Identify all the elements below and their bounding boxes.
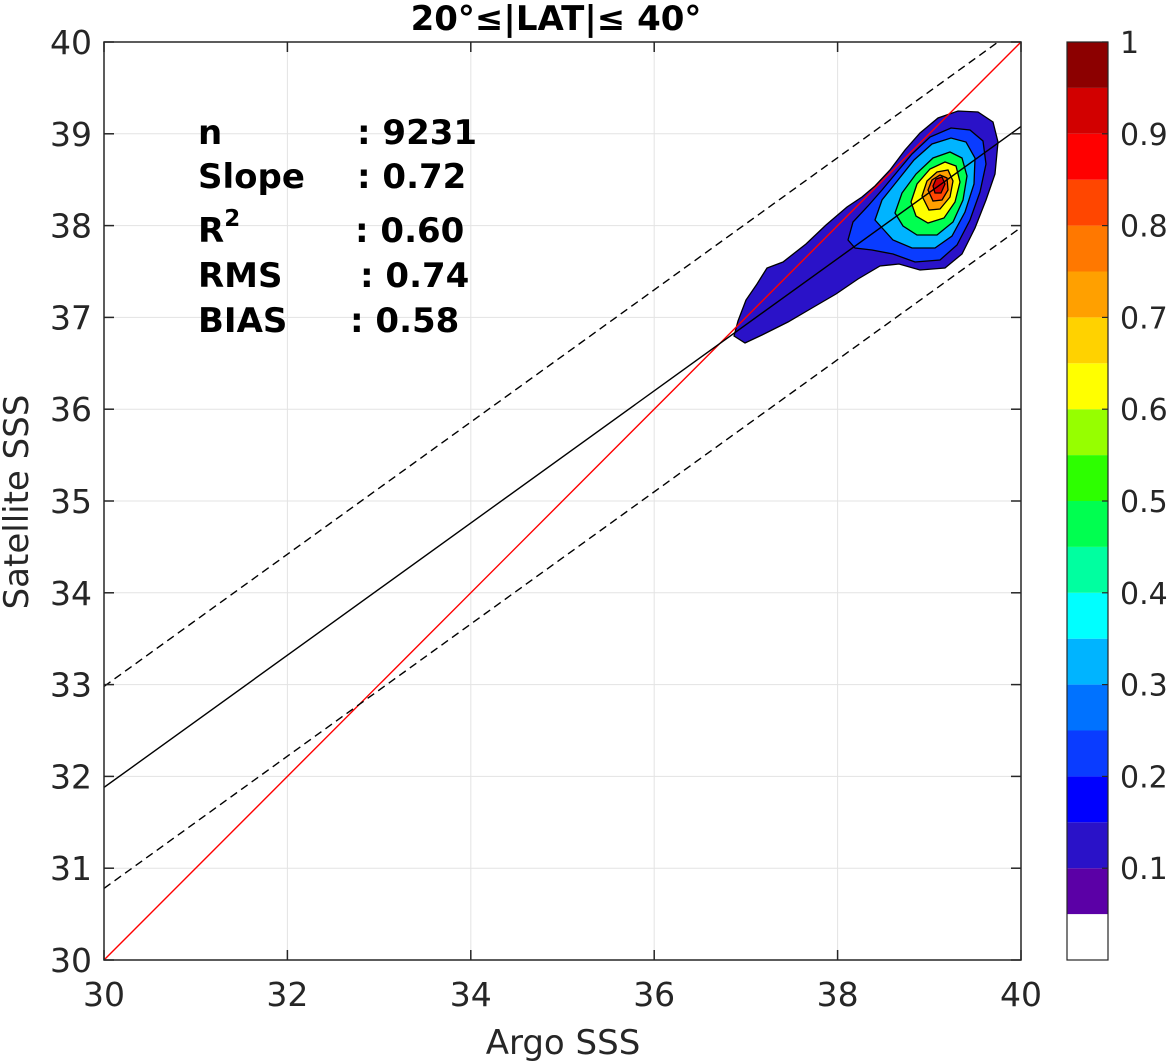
line-upper-bound — [104, 42, 1000, 688]
colorbar-band — [1067, 87, 1108, 134]
colorbar-band — [1067, 179, 1108, 226]
colorbar-band — [1067, 592, 1108, 639]
colorbar-band — [1067, 638, 1108, 685]
y-tick-label: 40 — [50, 23, 92, 62]
y-tick-label: 30 — [50, 941, 92, 980]
colorbar-band — [1067, 501, 1108, 547]
chart-title: 20°≤|LAT|≤ 40° — [411, 0, 702, 39]
colorbar-band — [1067, 42, 1108, 88]
line-lower-bound — [104, 226, 1021, 889]
colorbar-tick-label: 0.9 — [1120, 118, 1168, 153]
x-tick-label: 40 — [1000, 975, 1042, 1014]
colorbar-tick-label: 0.5 — [1120, 485, 1168, 520]
stat-bias-label: BIAS — [198, 301, 287, 341]
stat-rms-label: RMS — [198, 256, 283, 296]
colorbar-band — [1067, 317, 1108, 364]
colorbar-band — [1067, 409, 1108, 456]
line-identity — [104, 42, 1021, 960]
colorbar-band — [1067, 225, 1108, 272]
y-axis-label: Satellite SSS — [0, 395, 37, 610]
x-tick-label: 34 — [450, 975, 492, 1014]
y-tick-label: 33 — [50, 666, 92, 705]
colorbar-band — [1067, 914, 1108, 960]
contour-fill — [733, 110, 999, 344]
x-axis-label: Argo SSS — [486, 1023, 641, 1062]
colorbar-tick-label: 0.1 — [1120, 852, 1168, 887]
y-tick-label: 39 — [50, 115, 92, 154]
colorbar-band — [1067, 455, 1108, 501]
x-tick-label: 30 — [83, 975, 125, 1014]
colorbar-tick-label: 0.6 — [1120, 393, 1168, 428]
colorbar-band — [1067, 271, 1108, 318]
y-tick-label: 34 — [50, 574, 92, 613]
stats-box: n : 9231 Slope : 0.72 R2 : 0.60 RMS : 0.… — [198, 113, 477, 341]
y-tick-label: 31 — [50, 849, 92, 888]
y-tick-label: 38 — [50, 207, 92, 246]
stat-slope-value: : 0.72 — [357, 157, 466, 197]
stat-n-value: : 9231 — [357, 113, 477, 153]
stat-slope-label: Slope — [198, 157, 305, 197]
stat-bias-value: : 0.58 — [350, 301, 459, 341]
y-tick-label: 32 — [50, 757, 92, 796]
line-regression — [104, 125, 1021, 788]
stat-r2-superscript: 2 — [224, 206, 240, 232]
stat-r2-value: : 0.60 — [355, 211, 464, 251]
y-tick-label: 37 — [50, 298, 92, 337]
y-axis: 30 31 32 33 34 35 36 37 38 39 40 — [50, 23, 1021, 980]
colorbar-band — [1067, 822, 1108, 869]
colorbar-band — [1067, 546, 1108, 593]
x-tick-label: 32 — [266, 975, 308, 1014]
colorbar-band — [1067, 868, 1108, 915]
colorbar-band — [1067, 684, 1108, 731]
colorbar-tick-label: 0.3 — [1120, 669, 1168, 704]
colorbar: 0.1 0.2 0.3 0.4 0.5 0.6 0.7 0.8 0.9 1 — [1066, 26, 1168, 961]
reference-lines — [104, 42, 1021, 960]
colorbar-band — [1067, 363, 1108, 410]
colorbar-band — [1067, 776, 1108, 823]
colorbar-tick-label: 1 — [1120, 26, 1139, 61]
colorbar-band — [1067, 730, 1108, 777]
colorbar-tick-label: 0.7 — [1120, 301, 1168, 336]
stat-r2-letter: R — [198, 211, 224, 251]
colorbar-band — [1067, 133, 1108, 180]
colorbar-tick-label: 0.2 — [1120, 760, 1168, 795]
x-tick-label: 38 — [817, 975, 859, 1014]
x-tick-label: 36 — [633, 975, 675, 1014]
stat-rms-value: : 0.74 — [360, 256, 469, 296]
stat-r2-label: R2 — [198, 206, 240, 251]
colorbar-tick-label: 0.8 — [1120, 210, 1168, 245]
x-axis: 30 32 34 36 38 40 — [83, 42, 1042, 1014]
y-tick-label: 35 — [50, 482, 92, 521]
stat-n-label: n — [198, 113, 222, 153]
colorbar-tick-label: 0.4 — [1120, 577, 1168, 612]
y-tick-label: 36 — [50, 390, 92, 429]
